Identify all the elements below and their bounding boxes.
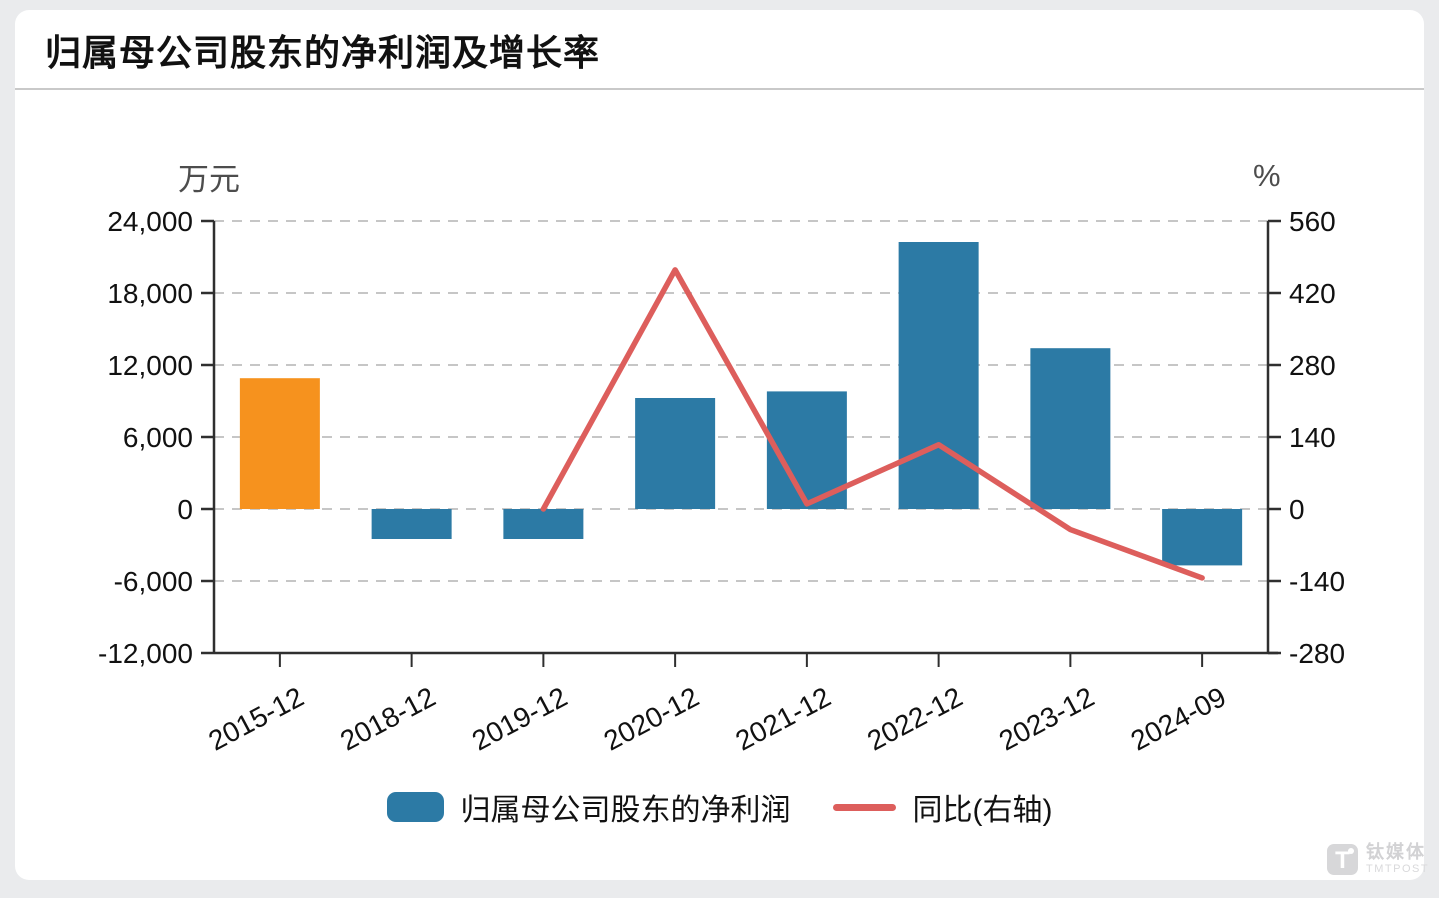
legend-line-label: 同比(右轴) [912,794,1053,827]
legend-item-net-profit[interactable]: 归属母公司股东的净利润 [386,785,791,829]
legend-bar-label: 归属母公司股东的净利润 [460,794,791,827]
tmtpost-logo-letter: T [1335,846,1350,874]
tmtpost-logo-dot [1348,847,1354,854]
watermark-en-text: TMTPOST [1366,863,1430,875]
watermark-tmtpost: T 钛媒体 TMTPOST [1327,843,1429,875]
chart-title: 归属母公司股东的净利润及增长率 [45,32,601,73]
title-divider [15,88,1424,90]
right-axis-unit: % [1253,158,1281,193]
bar-series-swatch-icon [386,792,444,822]
chart-card: 归属母公司股东的净利润及增长率 万元 % 归属母公司股东的净利润 同比(右轴) … [15,10,1428,880]
left-axis-unit: 万元 [178,162,240,197]
watermark-cn-text: 钛媒体 [1366,842,1426,862]
legend-item-yoy[interactable]: 同比(右轴) [832,785,1053,829]
line-series-swatch-icon [832,803,896,811]
legend: 归属母公司股东的净利润 同比(右轴) [15,785,1424,829]
tmtpost-logo-icon: T [1327,843,1358,875]
